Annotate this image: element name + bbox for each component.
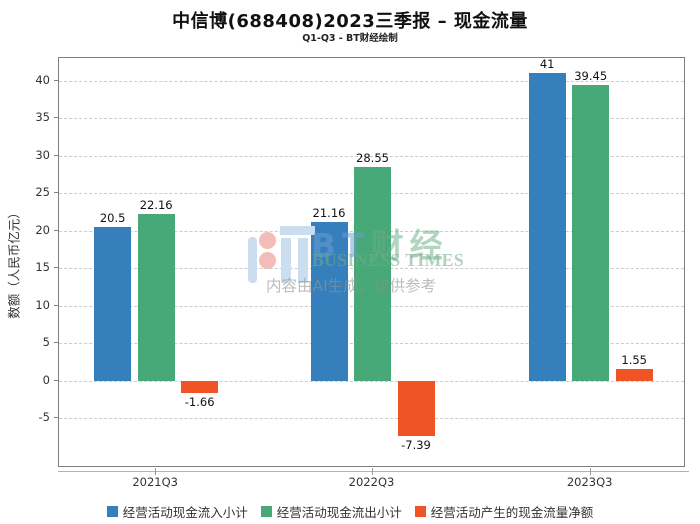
bar-value-label: 41: [539, 57, 555, 72]
y-tick-label: 15: [35, 260, 50, 275]
legend-swatch-icon: [106, 506, 118, 517]
y-tick-mark: [54, 417, 58, 419]
bar-2023Q3-0: [528, 73, 566, 381]
x-tick-label: 2021Q3: [132, 475, 178, 489]
y-tick-label: 5: [42, 335, 50, 350]
chart-title: 中信博(688408)2023三季报 – 现金流量: [172, 11, 528, 32]
y-tick-mark: [54, 379, 58, 381]
y-tick-mark: [54, 79, 58, 81]
y-gridline: [59, 155, 684, 157]
chart-subtitle: Q1-Q3 - BT财经绘制: [302, 33, 398, 44]
bar-2022Q3-0: [310, 222, 348, 381]
bar-value-label: 21.16: [312, 206, 346, 220]
y-gridline: [59, 118, 684, 120]
bar-value-label: -1.66: [184, 395, 215, 410]
legend-item: 经营活动现金流出小计: [260, 502, 402, 521]
legend-label: 经营活动产生的现金流量净额: [430, 505, 594, 520]
bar-value-label: 20.5: [99, 210, 126, 225]
x-tick-mark: [589, 468, 591, 475]
y-tick-mark: [54, 342, 58, 344]
bar-2023Q3-1: [572, 84, 610, 381]
bar-2021Q3-2: [181, 380, 219, 394]
bar-value-label: 22.16: [139, 198, 173, 213]
y-tick-label: 0: [42, 372, 50, 387]
x-tick-label: 2023Q3: [566, 475, 613, 489]
chart-legend: 经营活动现金流入小计 经营活动现金流出小计 经营活动产生的现金流量净额: [0, 502, 700, 521]
legend-item: 经营活动现金流入小计: [106, 502, 248, 521]
bar-value-label: 39.45: [574, 68, 608, 83]
y-tick-mark: [54, 229, 58, 231]
y-tick-mark: [54, 192, 58, 194]
bar-2021Q3-1: [137, 214, 175, 381]
y-gridline: [59, 80, 684, 82]
x-axis-line: [58, 471, 689, 472]
y-tick-mark: [54, 117, 58, 119]
y-tick-label: 35: [35, 110, 50, 125]
plot-area: 20.5 22.16 -1.66 21.16 28.55 -7.39 41 39.45 1.55: [58, 57, 685, 467]
x-tick-mark: [155, 468, 157, 475]
y-tick-mark: [54, 154, 58, 156]
bar-2022Q3-1: [354, 166, 391, 381]
x-tick-mark: [371, 468, 373, 475]
y-tick-label: -5: [38, 410, 50, 425]
y-tick-mark: [54, 267, 58, 269]
y-tick-label: 30: [35, 147, 50, 162]
bar-2021Q3-0: [94, 226, 132, 381]
y-tick-label: 25: [35, 185, 50, 200]
y-tick-mark: [54, 304, 58, 306]
bar-value-label: 1.55: [621, 353, 647, 368]
y-tick-label: 20: [35, 222, 50, 237]
bar-value-label: 28.55: [356, 150, 389, 165]
x-tick-label: 2022Q3: [348, 475, 395, 489]
bar-value-label: -7.39: [401, 438, 431, 453]
legend-label: 经营活动现金流入小计: [122, 505, 248, 520]
legend-swatch-icon: [414, 506, 426, 517]
bar-2023Q3-2: [615, 369, 653, 381]
legend-swatch-icon: [260, 506, 272, 517]
y-tick-label: 10: [35, 297, 50, 312]
y-gridline: [59, 418, 684, 420]
bar-2022Q3-2: [397, 380, 435, 437]
legend-item: 经营活动产生的现金流量净额: [414, 502, 594, 521]
y-gridline: [59, 380, 684, 382]
y-tick-label: 40: [35, 72, 50, 87]
legend-label: 经营活动现金流出小计: [276, 505, 402, 520]
